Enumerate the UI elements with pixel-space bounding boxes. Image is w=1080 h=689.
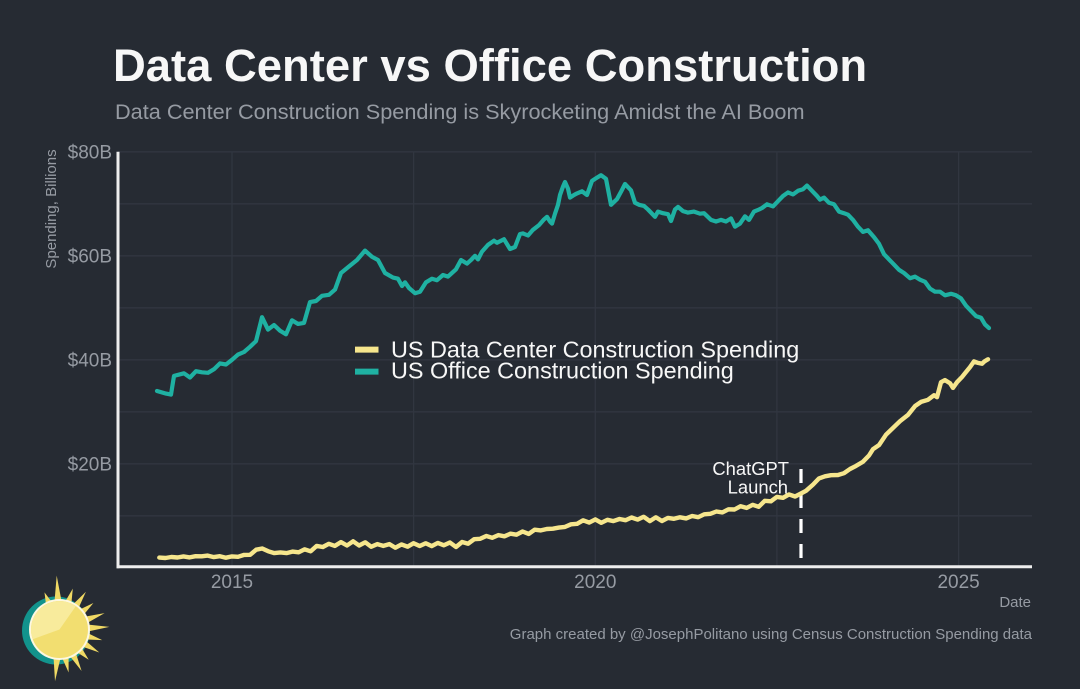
svg-text:$80B: $80B [68,142,112,163]
svg-text:US Data Center Construction Sp: US Data Center Construction Spending [391,337,799,363]
svg-text:Date: Date [999,594,1031,611]
svg-text:$60B: $60B [68,246,112,267]
svg-text:$40B: $40B [68,350,112,371]
svg-text:Spending, Billions: Spending, Billions [43,149,60,268]
svg-text:Launch: Launch [728,477,788,498]
svg-text:2025: 2025 [937,572,979,593]
svg-text:Data Center vs Office Construc: Data Center vs Office Construction [113,40,867,91]
svg-text:$20B: $20B [68,454,112,475]
svg-text:US Office Construction Spendin: US Office Construction Spending [391,358,734,384]
svg-text:2020: 2020 [574,572,616,593]
svg-text:ChatGPT: ChatGPT [712,458,789,479]
svg-text:Data Center Construction Spend: Data Center Construction Spending is Sky… [115,99,805,124]
svg-text:2015: 2015 [211,572,253,593]
svg-text:Graph created by @JosephPolita: Graph created by @JosephPolitano using C… [510,626,1033,643]
